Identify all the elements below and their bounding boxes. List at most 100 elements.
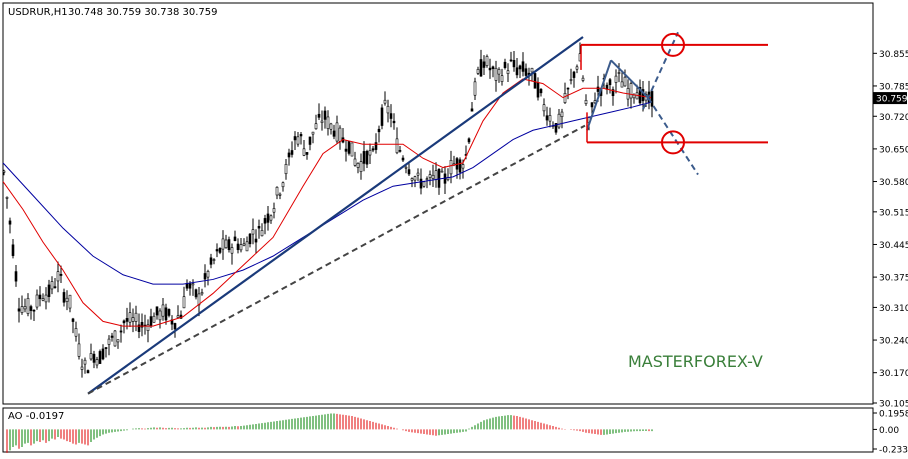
candle-body: [155, 306, 159, 316]
candle-body: [164, 307, 168, 321]
price-axis-label: 30.785: [879, 82, 908, 92]
dashed-support-line: [87, 124, 586, 395]
moving-average-slow-line: [2, 101, 652, 285]
candle-body: [32, 309, 36, 312]
candle-body: [347, 141, 351, 154]
candle-body: [572, 71, 576, 78]
candle-body: [383, 99, 387, 104]
price-axis: 30.855 30.785 30.720 30.650 30.580 30.515 30.4…: [873, 50, 908, 456]
candle-body: [458, 159, 462, 173]
candle-body: [266, 213, 270, 223]
candle-body: [374, 142, 378, 150]
candle-body: [323, 110, 327, 120]
price-axis-label: 30.105: [879, 400, 908, 410]
candle-body: [470, 108, 474, 112]
candle-body: [203, 273, 207, 280]
candle-body: [302, 148, 306, 156]
candle-body: [410, 178, 414, 181]
candle-body: [17, 308, 21, 312]
candle-body: [20, 306, 24, 313]
candle-body: [35, 294, 39, 308]
candle-body: [473, 81, 477, 96]
candle-body: [389, 113, 393, 119]
candle-body: [620, 81, 624, 88]
candle-body: [287, 152, 291, 158]
candle-body: [92, 353, 96, 363]
candle-body: [191, 283, 195, 286]
candle-body: [2, 170, 6, 173]
candle-body: [113, 330, 117, 347]
lower-target-circle: [661, 130, 685, 155]
main-price-chart[interactable]: [2, 2, 874, 405]
candle-body: [242, 243, 246, 246]
candle-body: [614, 75, 618, 83]
candle-body: [557, 113, 561, 128]
price-axis-label: 30.720: [879, 113, 908, 123]
candle-body: [119, 330, 123, 333]
candle-body: [359, 161, 363, 172]
candle-body: [296, 136, 300, 145]
current-price-box: [873, 92, 907, 105]
candle-body: [215, 249, 219, 252]
candle-body: [260, 230, 264, 237]
candle-body: [152, 315, 156, 323]
broker-watermark: MASTERFOREX-V: [628, 352, 763, 371]
candle-body: [236, 243, 240, 251]
candle-body: [500, 75, 504, 82]
candle-body: [416, 172, 420, 176]
candle-body: [545, 115, 549, 121]
candle-body: [479, 59, 483, 77]
candle-body: [116, 339, 120, 343]
candle-body: [149, 316, 153, 327]
candle-body: [221, 238, 225, 250]
candle-body: [218, 247, 222, 253]
candle-body: [422, 181, 426, 187]
candle-body: [332, 130, 336, 137]
ao-axis-label: 0.1958: [879, 410, 908, 420]
candle-body: [434, 170, 438, 180]
candle-body: [131, 317, 135, 322]
candle-body: [101, 348, 105, 360]
candle-body: [254, 238, 258, 243]
candle-body: [98, 351, 102, 364]
candle-body: [53, 286, 57, 288]
price-axis-label: 30.170: [879, 369, 908, 379]
candle-body: [248, 233, 252, 245]
candle-body: [182, 296, 186, 309]
candle-body: [290, 150, 294, 155]
candle-body: [227, 239, 231, 251]
candle-body: [200, 292, 204, 295]
candle-body: [314, 123, 318, 130]
candle-body: [641, 89, 645, 102]
candle-body: [173, 323, 177, 330]
candle-body: [8, 220, 12, 225]
candle-body: [308, 136, 312, 145]
candle-body: [68, 294, 72, 309]
breakout-projection-line: [647, 97, 699, 176]
candle-body: [110, 335, 114, 338]
candle-body: [380, 107, 384, 126]
triangle-pattern-line: [610, 59, 649, 99]
candle-body: [488, 67, 492, 71]
candle-body: [548, 115, 552, 122]
candle-body: [398, 150, 402, 152]
candle-body: [38, 294, 42, 300]
candle-body: [449, 160, 453, 175]
candle-body: [167, 309, 171, 316]
candle-body: [617, 72, 621, 74]
candle-body: [461, 164, 465, 169]
candle-body: [533, 73, 537, 89]
candle-body: [344, 148, 348, 152]
candle-body: [326, 116, 330, 129]
candle-body: [413, 176, 417, 181]
candle-body: [353, 158, 357, 166]
candle-body: [440, 170, 444, 173]
candle-body: [320, 120, 324, 123]
candle-body: [485, 56, 489, 66]
awesome-oscillator-panel[interactable]: [2, 407, 874, 453]
candle-body: [494, 67, 498, 81]
candle-body: [305, 152, 309, 155]
candle-body: [140, 321, 144, 328]
